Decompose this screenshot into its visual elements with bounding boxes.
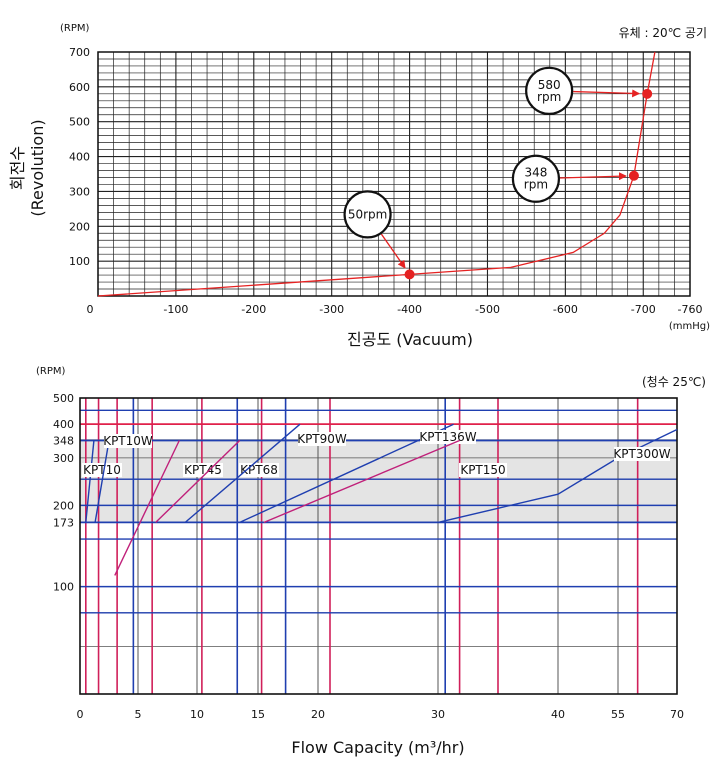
flow-x-tick-label: 10 xyxy=(190,708,204,721)
flow-chart-y-ticks: 100 173 200 300 348 400 500 xyxy=(53,392,74,594)
flow-series-line xyxy=(155,439,241,523)
vacuum-chart-ylabel-line2: (Revolution) xyxy=(28,119,47,216)
vacuum-callout-bubble xyxy=(511,154,561,203)
flow-y-tick-label: 173 xyxy=(53,516,74,529)
vacuum-x-tick-label: -400 xyxy=(397,303,422,316)
flow-series-label-bg xyxy=(298,432,346,446)
vacuum-rpm-curve xyxy=(97,51,656,297)
flow-series-label-bg xyxy=(420,430,476,444)
vacuum-y-tick-label: 300 xyxy=(69,185,90,198)
flow-y-tick-label: 348 xyxy=(53,434,74,447)
flow-y-tick-label: 200 xyxy=(53,499,74,512)
vacuum-chart-xunit: (mmHg) xyxy=(669,321,710,332)
vacuum-callout-label: 580 rpm xyxy=(537,78,561,104)
flow-chart-x-ticks: 0 5 10 15 20 30 40 55 70 xyxy=(77,708,685,721)
flow-series-label-bg xyxy=(82,463,122,477)
flow-series-label-bg xyxy=(614,447,670,461)
vacuum-y-tick-label: 200 xyxy=(69,220,90,233)
vacuum-y-tick-label: 500 xyxy=(69,116,90,129)
flow-series-label: KPT45 xyxy=(184,463,222,477)
flow-series-line xyxy=(114,440,180,576)
flow-series-label: KPT150 xyxy=(460,463,505,477)
flow-chart-xlabel: Flow Capacity (m³/hr) xyxy=(291,738,464,757)
flow-series-label: KPT90W xyxy=(297,432,347,446)
flow-series-label: KPT300W xyxy=(613,447,670,461)
vacuum-x-tick-label: -700 xyxy=(631,303,656,316)
vacuum-callout-bubble xyxy=(343,190,392,239)
vacuum-rpm-marker xyxy=(628,170,639,181)
flow-x-tick-label: 20 xyxy=(311,708,325,721)
flow-y-tick-label: 300 xyxy=(53,452,74,465)
vacuum-callout-bubble xyxy=(525,66,574,115)
flow-series-line xyxy=(437,428,678,524)
flow-series-label-bg xyxy=(239,463,279,477)
flow-y-tick-label: 400 xyxy=(53,418,74,431)
vacuum-x-tick-label: -200 xyxy=(241,303,266,316)
vacuum-rpm-marker xyxy=(642,88,653,99)
flow-series-label-bg xyxy=(104,434,152,448)
flow-series-label: KPT136W xyxy=(419,430,476,444)
vacuum-chart-ylabel-line1: 회전수 xyxy=(8,146,27,190)
flow-series-label: KPT10W xyxy=(103,434,153,448)
flow-chart-yunit: (RPM) xyxy=(36,366,66,377)
vacuum-y-tick-label: 700 xyxy=(69,46,90,59)
flow-series-label-bg xyxy=(459,463,507,477)
vacuum-y-tick-label: 400 xyxy=(69,151,90,164)
vacuum-chart-x-ticks: 0 -100 -200 -300 -400 -500 -600 -700 -760 xyxy=(87,303,703,316)
vacuum-callout-label: 348 rpm xyxy=(524,166,548,192)
flow-series-label: KPT10 xyxy=(83,463,121,477)
vacuum-chart-yunit: (RPM) xyxy=(60,23,90,34)
vacuum-x-tick-label: -100 xyxy=(163,303,188,316)
flow-series-line xyxy=(239,423,454,524)
flow-y-tick-label: 100 xyxy=(53,581,74,594)
vacuum-callout-arrow xyxy=(559,172,627,181)
flow-x-tick-label: 30 xyxy=(431,708,445,721)
vacuum-chart-y-ticks: 100 200 300 400 500 600 700 xyxy=(69,46,90,268)
flow-x-tick-label: 15 xyxy=(251,708,265,721)
flow-series-line xyxy=(184,423,301,523)
vacuum-x-tick-label: -300 xyxy=(319,303,344,316)
flow-chart-rpm-band xyxy=(80,440,677,523)
vacuum-callout-arrow xyxy=(380,233,406,269)
vacuum-chart-ylabel: 회전수 (Revolution) xyxy=(8,119,47,216)
vacuum-chart-callouts: 50rpm 348 rpm 580 rpm xyxy=(343,66,641,269)
vacuum-chart-grid xyxy=(97,51,691,297)
vacuum-x-tick-label: 0 xyxy=(87,303,94,316)
flow-series-line xyxy=(94,440,110,523)
vacuum-plot-frame xyxy=(97,51,691,297)
flow-chart-note: (청수 25℃) xyxy=(642,375,706,389)
vacuum-chart-curve xyxy=(97,51,656,297)
vacuum-y-tick-label: 600 xyxy=(69,81,90,94)
flow-x-tick-label: 70 xyxy=(670,708,684,721)
flow-plot-frame xyxy=(79,397,678,695)
flow-x-tick-label: 5 xyxy=(135,708,142,721)
flow-y-tick-label: 500 xyxy=(53,392,74,405)
flow-x-tick-label: 55 xyxy=(611,708,625,721)
vacuum-y-tick-label: 100 xyxy=(69,255,90,268)
vacuum-callout-label: 50rpm xyxy=(348,207,388,221)
flow-chart: (RPM) (청수 25℃) 100 173 200 300 348 400 500 0 5 1… xyxy=(36,366,706,757)
vacuum-x-tick-label: -760 xyxy=(678,303,703,316)
flow-x-tick-label: 0 xyxy=(77,708,84,721)
flow-series-line xyxy=(263,439,460,524)
flow-chart-grid xyxy=(79,397,678,695)
vacuum-chart-xlabel: 진공도 (Vacuum) xyxy=(347,330,473,349)
vacuum-x-tick-label: -600 xyxy=(553,303,578,316)
flow-series-line xyxy=(85,440,95,523)
vacuum-chart: (RPM) 유체 : 20℃ 공기 100200300400500600700 … xyxy=(8,23,710,349)
vacuum-chart-note: 유체 : 20℃ 공기 xyxy=(619,26,707,40)
vacuum-x-tick-label: -500 xyxy=(475,303,500,316)
flow-rpm-shaded-band xyxy=(80,440,677,523)
vacuum-rpm-marker xyxy=(404,269,415,280)
flow-x-tick-label: 40 xyxy=(551,708,565,721)
vacuum-callout-arrow xyxy=(573,89,641,98)
